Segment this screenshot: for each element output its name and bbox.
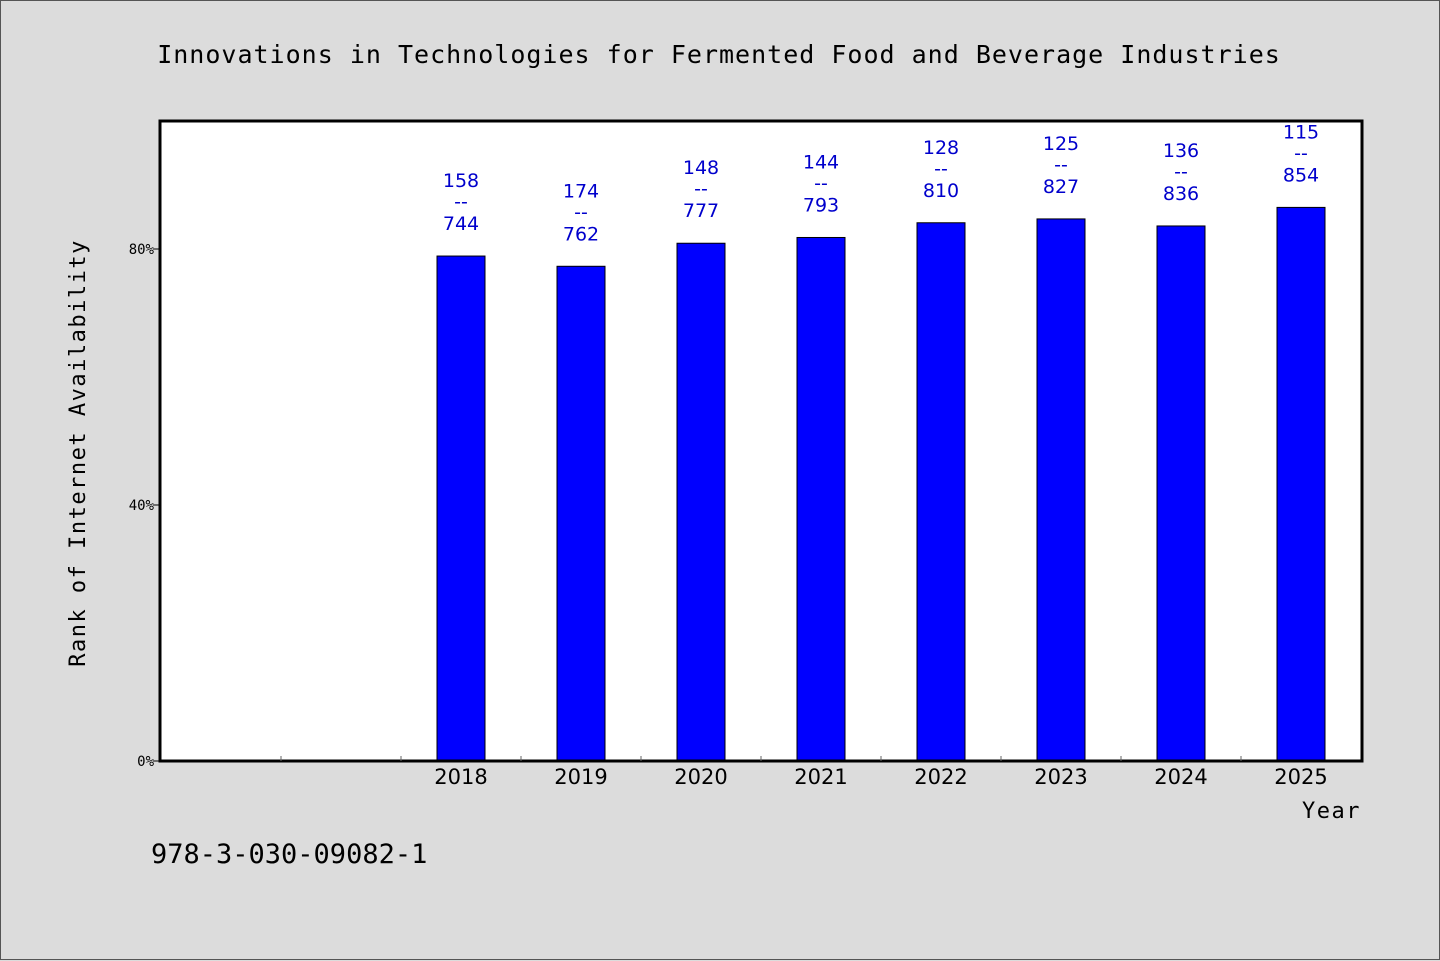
data-label-line: -- [454,191,468,213]
bar-2020 [676,242,726,762]
data-label-line: 144 [803,151,839,173]
x-axis-title: Year [1302,799,1361,824]
data-label-2018: 158 --744 [443,170,479,235]
x-tick-label-2019: 2019 [554,765,607,789]
data-label-line: -- [934,158,948,180]
data-label-line: 777 [683,200,719,222]
bars-layer [436,206,1326,762]
data-label-2024: 136 --836 [1163,140,1199,205]
data-label-line: -- [1294,142,1308,164]
data-label-line: 744 [443,213,479,235]
data-label-line: 115 [1283,121,1319,143]
data-label-line: 125 [1043,133,1079,155]
data-label-line: 810 [923,180,959,202]
x-tick-label-2020: 2020 [674,765,727,789]
y-axis: 0% 40% 80% [129,242,160,770]
y-axis-title: Rank of Internet Availability [66,239,91,667]
bar-2025 [1276,206,1326,762]
data-label-line: 128 [923,137,959,159]
x-tick-label-2021: 2021 [794,765,847,789]
data-label-line: 136 [1163,140,1199,162]
data-label-2022: 128 --810 [923,137,959,202]
data-label-2025: 115 --854 [1283,121,1319,186]
data-label-line: -- [1054,154,1068,176]
data-label-line: 827 [1043,176,1079,198]
data-label-line: 836 [1163,183,1199,205]
bar-2021 [796,236,846,762]
data-label-2021: 144 --793 [803,151,839,216]
data-label-line: -- [574,201,588,223]
data-label-line: 158 [443,170,479,192]
x-tick-label-2018: 2018 [434,765,487,789]
y-tick-label: 80% [129,242,155,258]
x-tick-label-2025: 2025 [1274,765,1327,789]
footer-isbn: 978-3-030-09082-1 [151,839,427,870]
x-tick-label-2022: 2022 [914,765,967,789]
bar-2023 [1036,218,1086,762]
data-label-2019: 174 --762 [563,180,599,245]
x-tick-label-2023: 2023 [1034,765,1087,789]
bar-2018 [436,255,486,762]
data-label-line: 762 [563,223,599,245]
data-label-2020: 148 --777 [683,157,719,222]
data-label-line: 174 [563,180,599,202]
bar-2022 [916,222,966,762]
chart-title: Innovations in Technologies for Fermente… [157,40,1281,69]
bar-2019 [556,265,606,762]
data-label-line: 793 [803,194,839,216]
data-label-line: -- [814,172,828,194]
data-label-line: 148 [683,157,719,179]
x-axis: 2018 2019 2020 2021 2022 2023 2024 2025 [280,756,1328,789]
data-label-line: 854 [1283,164,1319,186]
data-label-line: -- [1174,161,1188,183]
x-tick-label-2024: 2024 [1154,765,1207,789]
bar-2024 [1156,225,1206,762]
data-label-line: -- [694,178,708,200]
data-label-2023: 125 --827 [1043,133,1079,198]
y-tick-label: 0% [137,754,154,770]
y-tick-label: 40% [129,498,155,514]
